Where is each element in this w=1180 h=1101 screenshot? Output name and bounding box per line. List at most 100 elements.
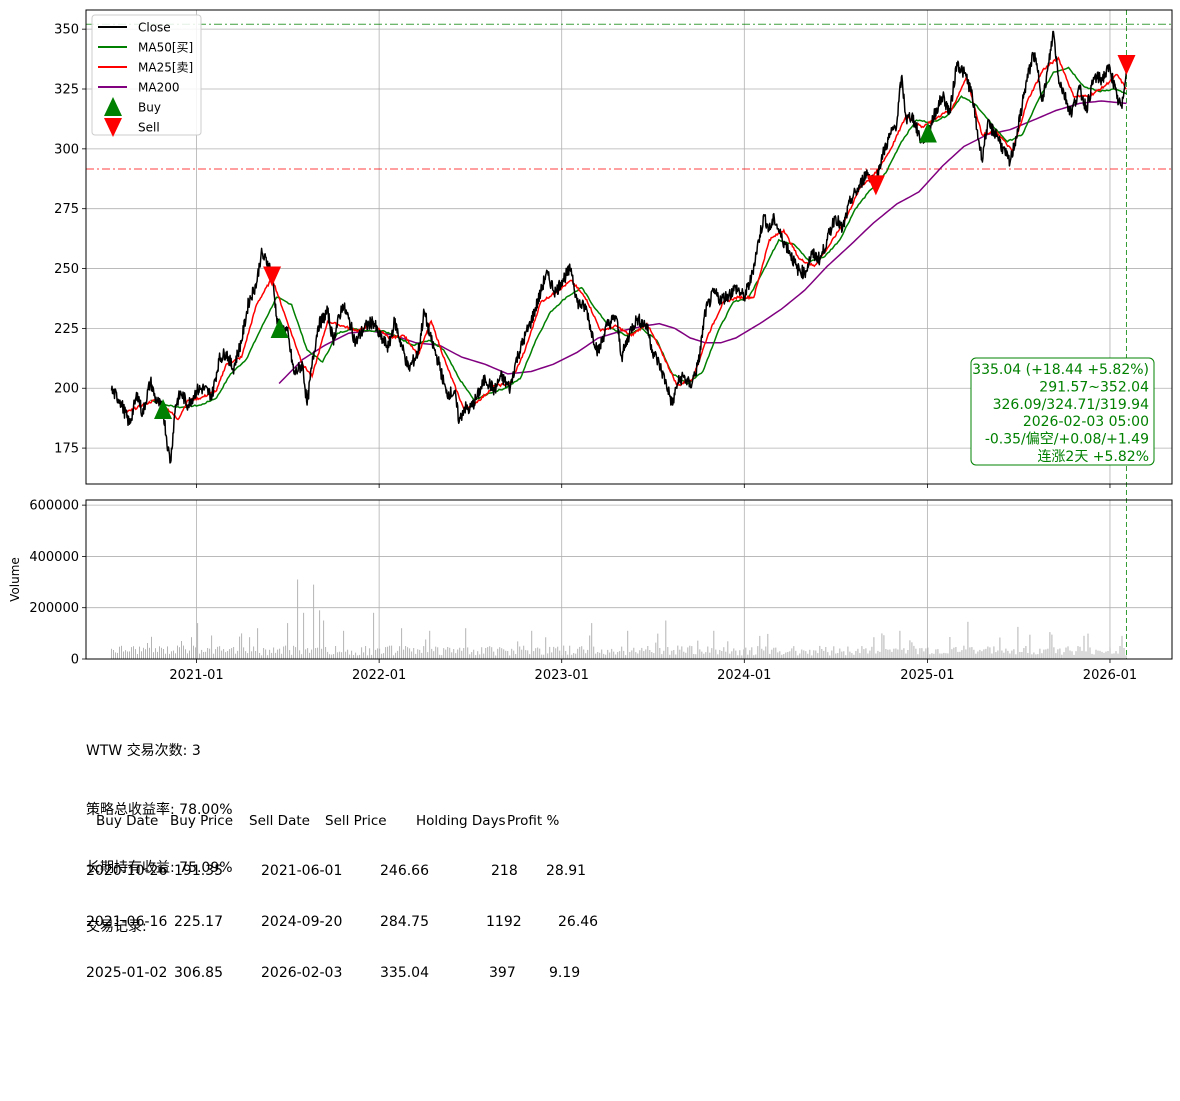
volume-bar xyxy=(883,635,885,659)
volume-bar xyxy=(735,650,737,659)
volume-bar xyxy=(1119,646,1121,659)
volume-bar xyxy=(551,652,553,659)
volume-bar xyxy=(857,648,859,659)
volume-bar xyxy=(581,646,583,659)
volume-bar xyxy=(689,645,691,659)
volume-bar xyxy=(617,652,619,659)
volume-bar xyxy=(619,651,621,659)
volume-bar xyxy=(685,652,687,659)
volume-bar xyxy=(629,652,631,659)
volume-bar xyxy=(719,649,721,659)
volume-bar xyxy=(1091,653,1093,659)
volume-bar xyxy=(1063,652,1065,659)
volume-bar xyxy=(153,652,154,659)
volume-bar xyxy=(127,651,128,659)
volume-bar xyxy=(249,637,251,659)
volume-bar xyxy=(849,651,851,659)
volume-bar xyxy=(251,651,253,659)
volume-bar xyxy=(779,651,781,659)
volume-bar xyxy=(597,652,599,659)
volume-bar xyxy=(285,645,287,659)
volume-bar xyxy=(205,651,207,659)
volume-bar xyxy=(1077,646,1079,659)
volume-bar xyxy=(717,654,719,659)
volume-bar xyxy=(803,650,805,659)
y-tick-label: 350 xyxy=(54,23,79,38)
volume-bar xyxy=(357,655,359,659)
volume-bar xyxy=(1071,651,1073,659)
volume-bar xyxy=(113,650,114,659)
volume-bar xyxy=(173,650,174,659)
volume-bar xyxy=(769,653,771,659)
legend-label: Close xyxy=(138,21,171,35)
volume-bar xyxy=(925,648,927,659)
volume-bar xyxy=(559,650,561,659)
volume-bar xyxy=(879,651,881,659)
volume-bar xyxy=(425,639,427,659)
volume-bar xyxy=(537,647,539,659)
volume-bar xyxy=(259,653,261,659)
volume-bar xyxy=(639,650,641,659)
sell-marker xyxy=(1117,54,1136,75)
volume-bar xyxy=(1021,652,1023,659)
y-tick-label: 600000 xyxy=(29,499,79,514)
volume-bar xyxy=(347,649,349,659)
volume-bar xyxy=(1087,633,1089,659)
volume-bar xyxy=(1041,653,1043,659)
volume-bar xyxy=(203,652,205,659)
volume-bar xyxy=(223,649,225,659)
volume-bar xyxy=(467,647,469,659)
volume-bar xyxy=(383,653,385,659)
volume-bar xyxy=(479,654,481,659)
trade-days: 1192 xyxy=(486,914,522,930)
volume-bar xyxy=(229,649,231,659)
volume-bar xyxy=(317,647,319,659)
volume-bar xyxy=(659,648,661,659)
volume-bar xyxy=(583,649,585,659)
header-holding-days: Holding Days xyxy=(416,813,506,829)
volume-bar xyxy=(1007,650,1009,659)
trade-sell-price: 335.04 xyxy=(380,965,429,981)
volume-bar xyxy=(511,648,513,659)
volume-bar xyxy=(1125,655,1127,659)
volume-bar xyxy=(533,651,535,659)
volume-bar xyxy=(625,655,627,659)
x-tick-label: 2024-01 xyxy=(717,668,771,683)
volume-bar xyxy=(217,646,219,659)
volume-bar xyxy=(111,648,112,659)
volume-bar xyxy=(931,653,933,659)
volume-bar xyxy=(907,650,909,659)
volume-bar xyxy=(557,646,559,659)
volume-bar xyxy=(535,648,537,659)
volume-bar xyxy=(591,623,593,659)
volume-bar xyxy=(989,647,991,659)
volume-bar xyxy=(711,648,713,659)
volume-bar xyxy=(437,647,439,659)
volume-bar xyxy=(765,646,767,659)
volume-bar xyxy=(121,645,122,659)
x-tick-label: 2025-01 xyxy=(900,668,954,683)
info-line: 335.04 (+18.44 +5.82%) xyxy=(972,362,1149,378)
volume-bar xyxy=(497,648,499,659)
volume-bar xyxy=(133,646,134,659)
volume-bar xyxy=(329,654,331,659)
buy-marker xyxy=(154,398,173,419)
volume-bar xyxy=(375,649,377,659)
volume-bar xyxy=(969,647,971,659)
volume-bar xyxy=(809,649,811,659)
volume-bar xyxy=(729,653,731,659)
volume-bar xyxy=(697,640,699,659)
volume-bar xyxy=(1065,647,1067,659)
volume-bar xyxy=(569,645,571,659)
volume-bar xyxy=(953,647,955,659)
trade-table-header: Buy Date Buy Price Sell Date Sell Price … xyxy=(86,813,559,829)
volume-bar xyxy=(431,648,433,659)
header-sell-date: Sell Date xyxy=(249,813,310,829)
volume-bar xyxy=(359,654,361,659)
volume-bar xyxy=(957,651,959,659)
info-box-frame xyxy=(970,357,1155,466)
volume-bar xyxy=(361,647,363,659)
volume-bar xyxy=(215,649,217,659)
volume-bar xyxy=(795,650,797,659)
volume-bar xyxy=(819,645,821,659)
